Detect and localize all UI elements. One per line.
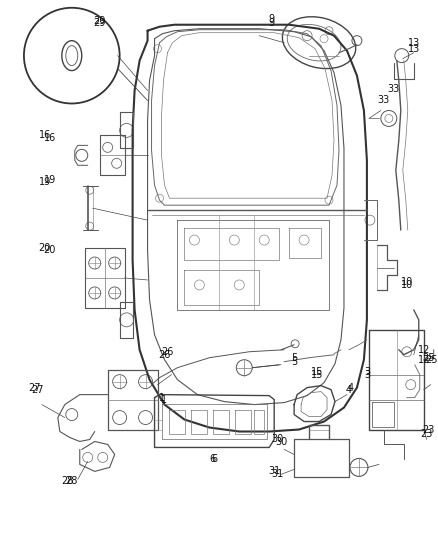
Text: 1: 1	[159, 393, 165, 402]
Text: 3: 3	[364, 370, 370, 379]
Text: 3: 3	[364, 367, 370, 377]
Text: 29: 29	[94, 16, 106, 26]
Text: 29: 29	[94, 18, 106, 28]
Text: 33: 33	[388, 84, 400, 93]
Text: 9: 9	[268, 18, 274, 28]
Text: 30: 30	[271, 434, 283, 445]
Text: 30: 30	[275, 438, 287, 448]
Text: 12: 12	[417, 355, 430, 365]
Text: 10: 10	[401, 277, 413, 287]
Text: 28: 28	[62, 477, 74, 486]
Text: 4: 4	[348, 383, 354, 393]
Text: 33: 33	[378, 95, 390, 106]
Text: 20: 20	[44, 245, 56, 255]
Text: 20: 20	[39, 243, 51, 253]
Text: 25: 25	[423, 353, 435, 363]
Text: 23: 23	[423, 424, 435, 434]
Text: 28: 28	[66, 477, 78, 486]
Text: 15: 15	[311, 370, 323, 379]
Text: 9: 9	[268, 14, 274, 24]
Text: 1: 1	[162, 394, 168, 405]
Text: 13: 13	[408, 38, 420, 47]
Text: 25: 25	[425, 355, 438, 365]
Text: 4: 4	[346, 385, 352, 394]
Text: 6: 6	[211, 455, 217, 464]
Text: 6: 6	[209, 455, 215, 464]
Text: 16: 16	[44, 133, 56, 143]
Text: 10: 10	[401, 280, 413, 290]
Text: 19: 19	[39, 177, 51, 187]
Text: 27: 27	[32, 385, 44, 394]
Text: 19: 19	[44, 175, 56, 185]
Text: 26: 26	[161, 347, 174, 357]
Text: 5: 5	[291, 357, 297, 367]
Text: 31: 31	[268, 466, 280, 477]
Text: 23: 23	[420, 430, 433, 440]
Text: 31: 31	[271, 470, 283, 479]
Text: 27: 27	[28, 383, 41, 393]
Text: 15: 15	[311, 367, 323, 377]
Text: 16: 16	[39, 131, 51, 140]
Text: 13: 13	[408, 44, 420, 54]
Text: 12: 12	[417, 345, 430, 355]
Text: 26: 26	[158, 350, 171, 360]
Text: 5: 5	[291, 353, 297, 363]
